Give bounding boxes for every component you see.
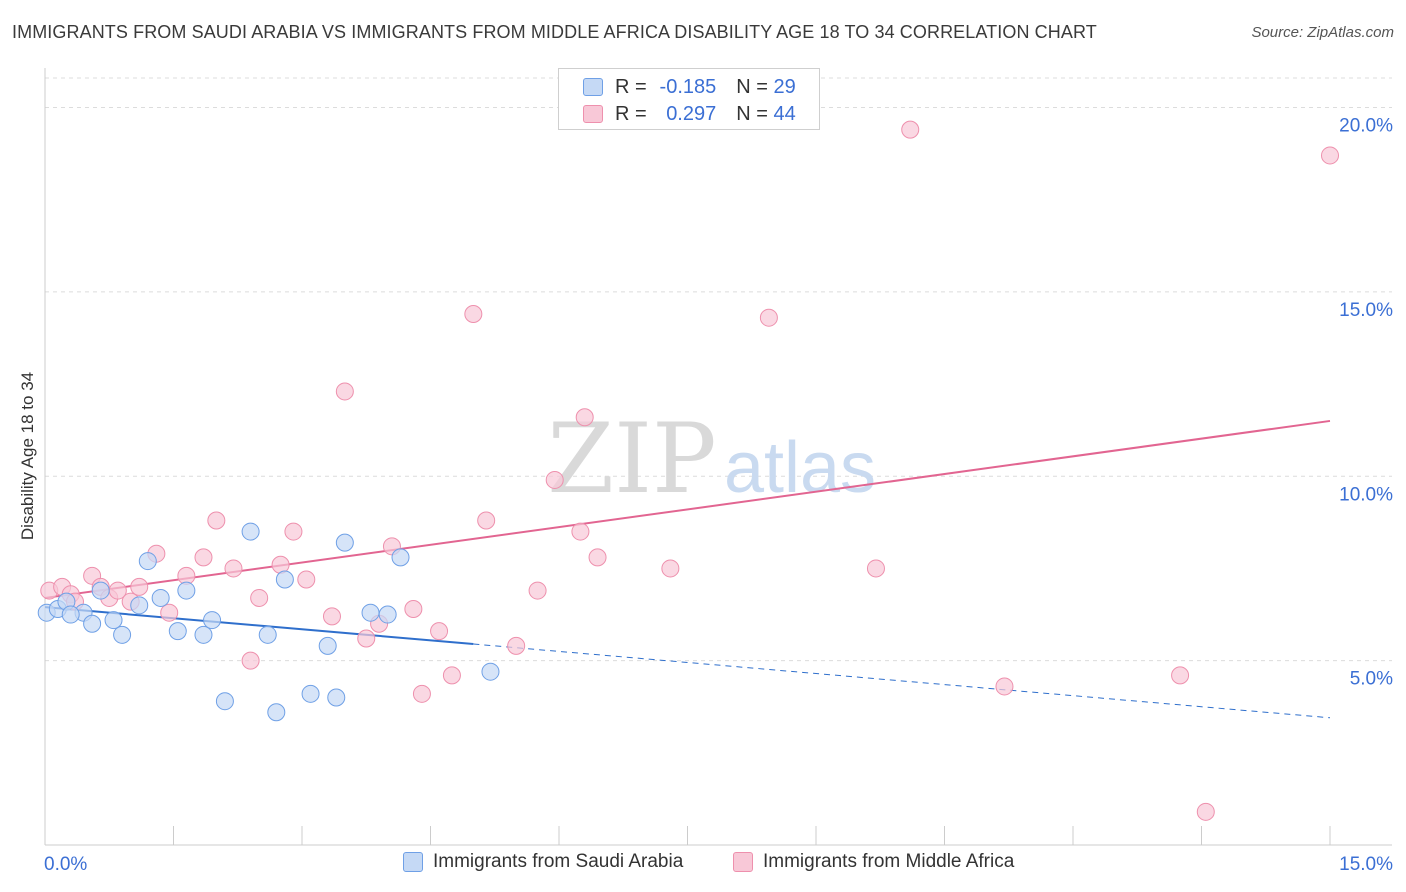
- point-middle-africa: [207, 511, 226, 530]
- legend-row-saudi-arabia: R = -0.185 N = 29: [583, 75, 796, 99]
- point-middle-africa: [284, 522, 303, 541]
- chart-title: IMMIGRANTS FROM SAUDI ARABIA VS IMMIGRAN…: [12, 22, 1097, 42]
- correlation-legend: R = -0.185 N = 29 R = 0.297 N = 44: [558, 68, 820, 130]
- axes: [44, 68, 1392, 846]
- point-saudi-arabia: [83, 614, 102, 633]
- legend-r-value: 0.297: [666, 102, 717, 125]
- point-middle-africa: [507, 636, 526, 655]
- source-label: Source: ZipAtlas.com: [1251, 24, 1394, 41]
- point-middle-africa: [224, 559, 243, 578]
- point-middle-africa: [357, 629, 376, 648]
- y-tick-label: 5.0%: [1350, 669, 1393, 690]
- point-saudi-arabia: [318, 636, 337, 655]
- legend-swatch-pink: [583, 105, 603, 123]
- point-middle-africa: [661, 559, 680, 578]
- point-saudi-arabia: [113, 625, 132, 644]
- trend-line-saudi-arabia-extension: [473, 643, 1331, 719]
- point-saudi-arabia: [138, 552, 157, 571]
- point-middle-africa: [1196, 802, 1215, 821]
- point-middle-africa: [464, 305, 483, 323]
- point-middle-africa: [901, 120, 920, 139]
- series-name: Immigrants from Middle Africa: [763, 851, 1015, 872]
- point-saudi-arabia: [335, 533, 354, 552]
- grid-lines: [45, 77, 1392, 662]
- point-saudi-arabia: [61, 605, 80, 624]
- point-middle-africa: [241, 651, 260, 670]
- point-saudi-arabia: [194, 625, 213, 644]
- point-saudi-arabia: [391, 548, 410, 567]
- point-middle-africa: [588, 548, 607, 567]
- point-middle-africa: [477, 511, 496, 530]
- point-saudi-arabia: [481, 662, 500, 681]
- point-saudi-arabia: [130, 596, 149, 615]
- point-middle-africa: [442, 666, 461, 685]
- point-middle-africa: [160, 603, 179, 622]
- point-saudi-arabia: [177, 581, 196, 600]
- point-saudi-arabia: [327, 688, 346, 707]
- y-tick-label: 10.0%: [1339, 484, 1393, 505]
- point-middle-africa: [528, 581, 547, 600]
- point-saudi-arabia: [378, 605, 397, 624]
- point-middle-africa: [866, 559, 885, 578]
- legend-r-label: R =: [615, 102, 647, 125]
- series-legend: Immigrants from Saudi Arabia Immigrants …: [0, 851, 1406, 877]
- point-saudi-arabia: [215, 692, 234, 711]
- trend-line-middle-africa: [44, 419, 1331, 599]
- point-middle-africa: [250, 588, 269, 607]
- point-middle-africa: [335, 382, 354, 401]
- legend-swatch-blue: [583, 78, 603, 96]
- series-swatch-pink: [733, 852, 753, 872]
- series-legend-saudi-arabia[interactable]: Immigrants from Saudi Arabia: [403, 851, 683, 873]
- legend-r-label: R =: [615, 75, 647, 98]
- point-saudi-arabia: [203, 611, 222, 630]
- legend-n-label: N =: [736, 102, 768, 125]
- point-middle-africa: [404, 600, 423, 618]
- point-saudi-arabia: [168, 622, 187, 641]
- point-middle-africa: [1171, 666, 1190, 685]
- point-saudi-arabia: [275, 570, 294, 589]
- legend-r-value: -0.185: [659, 75, 717, 98]
- y-axis-label: Disability Age 18 to 34: [18, 372, 37, 540]
- point-middle-africa: [130, 577, 149, 596]
- point-middle-africa: [995, 677, 1014, 696]
- point-middle-africa: [297, 570, 316, 589]
- point-saudi-arabia: [301, 684, 320, 703]
- point-middle-africa: [412, 684, 431, 703]
- point-middle-africa: [1321, 146, 1339, 165]
- point-middle-africa: [322, 607, 341, 626]
- point-middle-africa: [575, 408, 594, 427]
- point-saudi-arabia: [151, 588, 170, 607]
- legend-n-label: N =: [736, 75, 768, 98]
- point-middle-africa: [571, 522, 590, 541]
- y-tick-label: 15.0%: [1339, 300, 1393, 321]
- series-name: Immigrants from Saudi Arabia: [433, 851, 684, 872]
- point-saudi-arabia: [241, 522, 260, 541]
- point-saudi-arabia: [267, 703, 286, 722]
- point-saudi-arabia: [91, 581, 110, 600]
- point-middle-africa: [759, 308, 778, 327]
- legend-n-value: 44: [773, 102, 796, 125]
- point-middle-africa: [545, 470, 564, 489]
- point-saudi-arabia: [104, 611, 123, 630]
- x-tick-label: 15.0%: [1339, 854, 1393, 875]
- legend-n-value: 29: [773, 75, 796, 98]
- data-points: [37, 120, 1339, 821]
- y-tick-label: 20.0%: [1339, 116, 1393, 137]
- point-saudi-arabia: [258, 625, 277, 644]
- point-middle-africa: [194, 548, 213, 567]
- series-swatch-blue: [403, 852, 423, 872]
- legend-row-middle-africa: R = 0.297 N = 44: [583, 102, 796, 126]
- x-tick-label: 0.0%: [44, 854, 87, 875]
- watermark-atlas: atlas: [724, 428, 876, 508]
- point-saudi-arabia: [361, 603, 380, 622]
- watermark-zip: ZIP: [547, 403, 716, 515]
- tick-labels: 5.0% 10.0% 15.0% 20.0% 0.0% 15.0%: [44, 116, 1393, 876]
- series-legend-middle-africa[interactable]: Immigrants from Middle Africa: [733, 851, 1014, 873]
- point-middle-africa: [430, 622, 449, 641]
